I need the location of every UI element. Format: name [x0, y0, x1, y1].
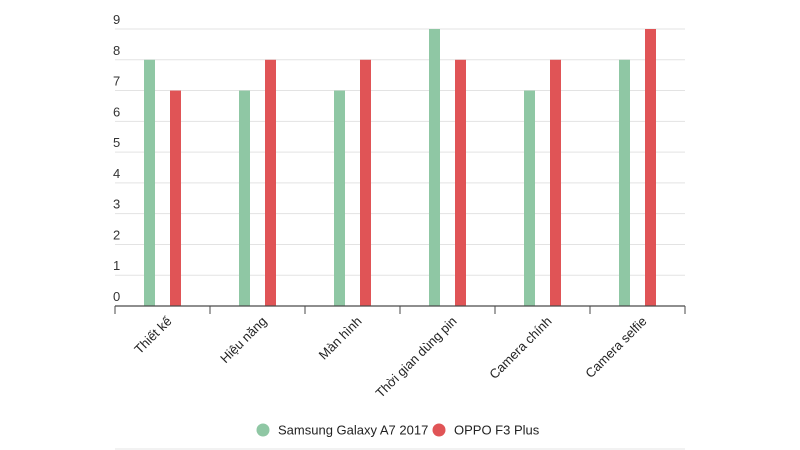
bar-samsung — [144, 59, 155, 307]
x-category-label: Thời gian dùng pin — [372, 314, 459, 401]
grid-lines — [115, 28, 685, 276]
bar-oppo — [455, 59, 466, 307]
bar-samsung — [334, 90, 345, 306]
y-tick-label: 5 — [113, 135, 120, 150]
y-axis-tick-labels: 0 1 2 3 4 5 6 7 8 9 — [113, 12, 120, 304]
y-tick-label: 7 — [113, 74, 120, 89]
x-category-label: Camera selfie — [582, 314, 649, 381]
bar-oppo — [550, 59, 561, 307]
x-category-label: Hiệu năng — [217, 314, 270, 367]
bar-samsung — [429, 29, 440, 306]
x-category-label: Thiết kế — [131, 313, 175, 357]
legend-label: OPPO F3 Plus — [454, 423, 540, 438]
y-tick-label: 4 — [113, 166, 120, 181]
bar-oppo — [645, 29, 656, 306]
y-tick-label: 9 — [113, 12, 120, 27]
x-axis-tick-marks — [114, 306, 686, 314]
y-tick-label: 3 — [113, 197, 120, 212]
bar-samsung — [239, 90, 250, 306]
bar-oppo — [265, 59, 276, 307]
y-tick-label: 2 — [113, 227, 120, 242]
y-tick-label: 8 — [113, 43, 120, 58]
x-category-label: Camera chính — [486, 314, 554, 382]
x-axis-category-labels: Thiết kế Hiệu năng Màn hình Thời gian dùng … — [131, 313, 649, 401]
bar-samsung — [619, 59, 630, 307]
legend: Samsung Galaxy A7 2017 OPPO F3 Plus — [256, 423, 540, 438]
legend-swatch — [432, 423, 446, 437]
y-tick-label: 0 — [113, 289, 120, 304]
x-category-label: Màn hình — [316, 314, 365, 363]
y-tick-label: 1 — [113, 258, 120, 273]
bar-oppo — [170, 90, 181, 306]
bars — [144, 29, 656, 307]
legend-label: Samsung Galaxy A7 2017 — [278, 423, 428, 438]
y-tick-label: 6 — [113, 104, 120, 119]
bar-samsung — [524, 90, 535, 306]
legend-swatch — [256, 423, 270, 437]
bar-oppo — [360, 59, 371, 307]
